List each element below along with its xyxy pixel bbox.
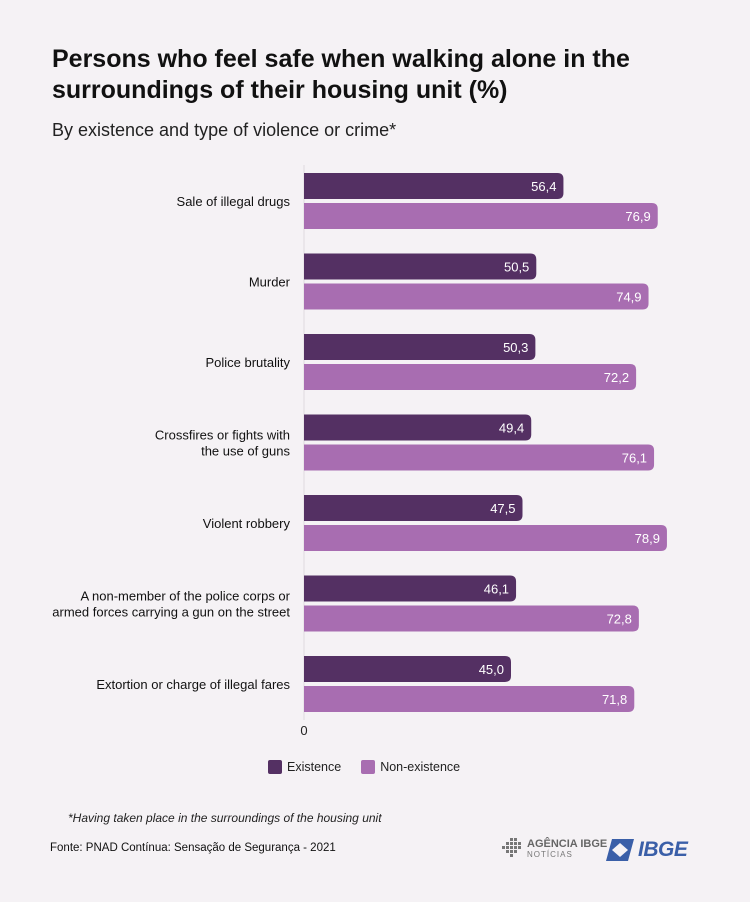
bar-value-label: 45,0	[479, 662, 504, 677]
bar-group: 74,9	[304, 283, 649, 310]
category-label: Police brutality	[205, 355, 290, 370]
bar-existence	[304, 173, 564, 199]
bar-non-existence	[304, 525, 667, 551]
bar-existence	[304, 656, 511, 682]
bar-value-label: 56,4	[531, 179, 556, 194]
bar-value-label: 47,5	[490, 501, 515, 516]
bar-group: 46,1	[304, 575, 517, 602]
category-label: A non-member of the police corps or armed…	[52, 589, 290, 620]
bar-group: 56,4	[304, 173, 564, 199]
bar-value-label: 49,4	[499, 421, 524, 436]
bar-group: 72,8	[304, 605, 639, 632]
bar-group: 76,1	[304, 444, 655, 471]
bar-group: 49,4	[304, 414, 532, 441]
chart-title: Persons who feel safe when walking alone…	[52, 45, 630, 104]
bar-group: 50,5	[304, 253, 537, 280]
ibge-mark-icon	[606, 839, 634, 861]
chart-subtitle: By existence and type of violence or cri…	[52, 120, 397, 140]
bar-non-existence	[304, 364, 637, 390]
x-tick-label: 0	[300, 723, 307, 738]
bar-group: 76,9	[304, 203, 658, 229]
agencia-logo-line2: NOTÍCIAS	[527, 850, 573, 859]
bar-value-label: 74,9	[616, 290, 641, 305]
bar-value-label: 50,5	[504, 260, 529, 275]
chart-legend: Existence Non-existence	[268, 760, 480, 774]
category-label: Sale of illegal drugs	[177, 194, 291, 209]
agencia-ibge-logo: AGÊNCIA IBGE NOTÍCIAS	[502, 838, 607, 860]
bar-value-label: 71,8	[602, 692, 627, 707]
bar-non-existence	[304, 605, 639, 632]
footnote: *Having taken place in the surroundings …	[68, 811, 382, 825]
bar-existence	[304, 334, 536, 360]
legend-label-non-existence: Non-existence	[380, 760, 461, 774]
category-label: Violent robbery	[203, 516, 291, 531]
bar-value-label: 72,2	[604, 370, 629, 385]
bar-group: 50,3	[304, 334, 536, 360]
bar-value-label: 50,3	[503, 340, 528, 355]
bar-group: 71,8	[304, 686, 635, 712]
bar-value-label: 76,1	[622, 451, 647, 466]
agencia-grid-icon	[502, 838, 521, 857]
bar-group: 47,5	[304, 495, 523, 521]
bar-non-existence	[304, 686, 635, 712]
bar-value-label: 78,9	[635, 531, 660, 546]
legend-item-non-existence: Non-existence	[361, 760, 460, 774]
bar-value-label: 76,9	[625, 209, 650, 224]
bar-non-existence	[304, 203, 658, 229]
bar-existence	[304, 414, 532, 441]
ibge-logo-text: IBGE	[638, 838, 688, 861]
bar-group: 45,0	[304, 656, 511, 682]
bar-existence	[304, 253, 537, 280]
category-label: Extortion or charge of illegal fares	[96, 677, 290, 692]
bar-value-label: 72,8	[607, 612, 632, 627]
legend-swatch-existence	[268, 760, 282, 774]
bar-existence	[304, 575, 517, 602]
bar-value-label: 46,1	[484, 582, 509, 597]
ibge-logo: IBGE	[606, 838, 688, 862]
bar-non-existence	[304, 283, 649, 310]
legend-swatch-non-existence	[361, 760, 376, 774]
legend-label-existence: Existence	[287, 760, 342, 774]
source-note: Fonte: PNAD Contínua: Sensação de Segura…	[50, 842, 336, 854]
bar-group: 72,2	[304, 364, 637, 390]
agencia-logo-line1: AGÊNCIA IBGE	[527, 838, 608, 850]
category-label: Crossfires or fights with the use of guns	[155, 428, 291, 459]
bar-existence	[304, 495, 523, 521]
bar-group: 78,9	[304, 525, 667, 551]
bar-non-existence	[304, 444, 655, 471]
bar-chart: 56,4 76,9 Sale of illegal drugs 50,5 74,9 Mur…	[52, 165, 667, 738]
category-label: Murder	[249, 275, 291, 290]
legend-item-existence: Existence	[268, 760, 341, 774]
